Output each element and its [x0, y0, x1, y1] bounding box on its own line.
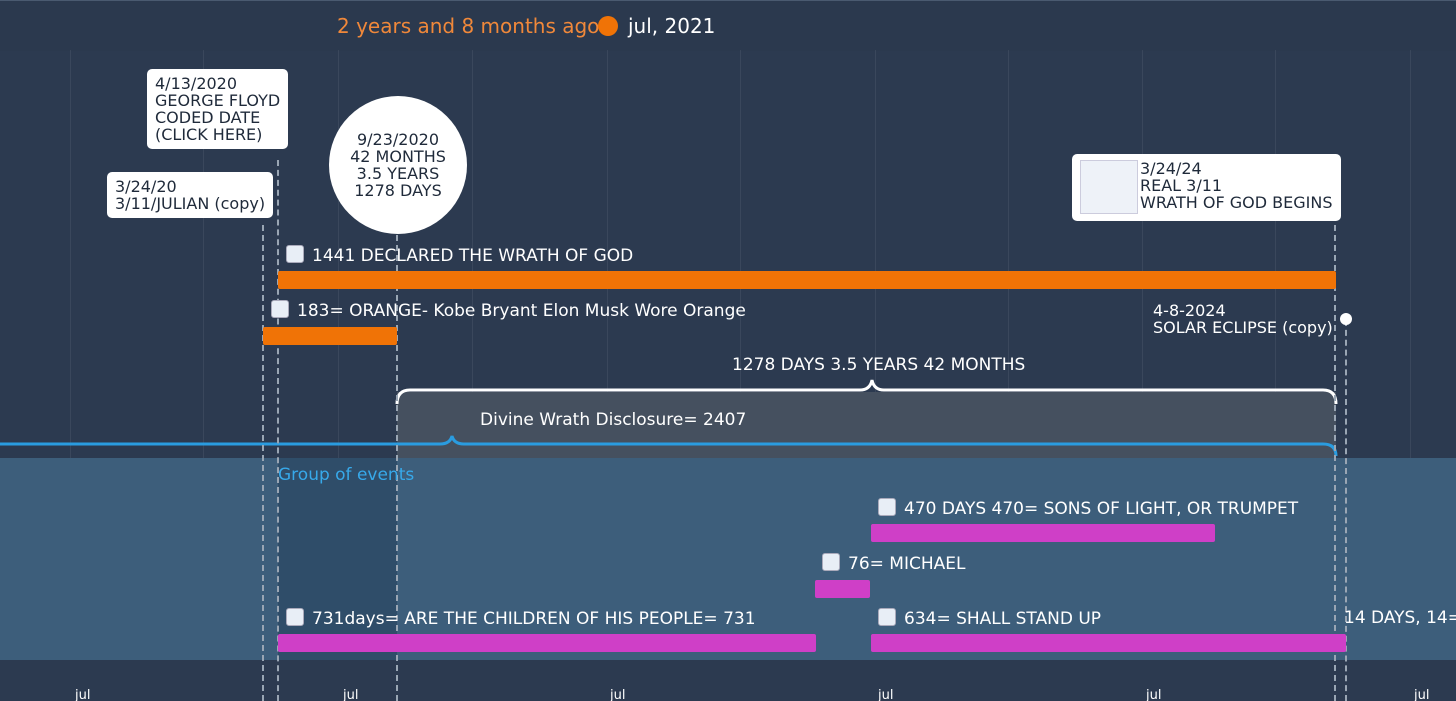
event-text: 731days= ARE THE CHILDREN OF HIS PEOPLE=… — [312, 609, 756, 629]
time-indicator — [598, 16, 618, 36]
axis-label: jul — [75, 688, 91, 701]
callout-line: 42 MONTHS — [350, 147, 446, 166]
date-marker — [277, 160, 279, 701]
date-marker — [396, 225, 398, 701]
span-label: 1278 DAYS 3.5 YEARS 42 MONTHS — [732, 355, 1026, 375]
event-label[interactable]: 470 DAYS 470= SONS OF LIGHT, OR TRUMPET — [878, 498, 1298, 519]
event-icon — [878, 498, 896, 516]
axis-label: jul — [1146, 688, 1162, 701]
grid-line — [1008, 50, 1009, 701]
date-marker — [1334, 225, 1336, 701]
event-bar[interactable] — [278, 634, 816, 652]
callout-line: WRATH OF GOD BEGINS — [1140, 193, 1333, 212]
axis-label: jul — [878, 688, 894, 701]
callout[interactable]: 3/24/20 3/11/JULIAN (copy) — [107, 172, 274, 218]
group-area — [0, 458, 1456, 660]
grid-line — [70, 50, 71, 701]
callout-line: 1278 DAYS — [354, 181, 442, 200]
event-text: 1441 DECLARED THE WRATH OF GOD — [312, 246, 634, 266]
group-label[interactable]: Group of events — [278, 465, 415, 485]
event-label[interactable]: 634= SHALL STAND UP — [878, 608, 1101, 629]
event-dot[interactable] — [1340, 313, 1352, 325]
callout-circle[interactable]: 9/23/2020 42 MONTHS 3.5 YEARS 1278 DAYS — [329, 96, 467, 234]
event-label[interactable]: 76= MICHAEL — [822, 553, 965, 574]
event-label[interactable]: 4-8-2024 SOLAR ECLIPSE (copy) — [1153, 302, 1333, 336]
group-brace — [0, 435, 1338, 457]
callout-line: 3/11/JULIAN (copy) — [115, 194, 266, 213]
event-icon — [286, 608, 304, 626]
grid-line — [607, 50, 608, 701]
callout-line: 9/23/2020 — [356, 130, 440, 149]
grid-line — [203, 50, 204, 701]
grid-line — [472, 50, 473, 701]
callout-thumbnail — [1080, 160, 1138, 214]
event-bar[interactable] — [815, 580, 870, 598]
event-bar[interactable] — [263, 327, 397, 345]
callout-line: 4-8-2024 — [1153, 301, 1226, 320]
callout-line: 3.5 YEARS — [356, 164, 440, 183]
callout-line: 3/24/20 — [115, 177, 177, 196]
period-span[interactable] — [397, 392, 1336, 458]
grid-line — [740, 50, 741, 701]
date-marker — [1345, 320, 1347, 701]
event-label[interactable]: 731days= ARE THE CHILDREN OF HIS PEOPLE=… — [286, 608, 756, 629]
group-area-shade — [278, 458, 397, 660]
grid-line — [1410, 50, 1411, 701]
period-label[interactable]: Divine Wrath Disclosure= 2407 — [480, 410, 747, 430]
callout-line: 3/24/24 — [1140, 159, 1202, 178]
grid-line — [1275, 50, 1276, 701]
date-marker — [262, 225, 264, 701]
axis-label: jul — [610, 688, 626, 701]
callout-line: (CLICK HERE) — [155, 125, 263, 144]
callout-line: 4/13/2020 — [155, 74, 238, 93]
callout-line: REAL 3/11 — [1140, 176, 1223, 195]
event-bar[interactable] — [871, 524, 1215, 542]
callout-line: CODED DATE — [155, 108, 261, 127]
event-text: 470 DAYS 470= SONS OF LIGHT, OR TRUMPET — [904, 499, 1299, 519]
grid-line — [338, 50, 339, 701]
event-icon — [271, 300, 289, 318]
event-text: 183= ORANGE- Kobe Bryant Elon Musk Wore … — [297, 301, 746, 321]
axis-label: jul — [1414, 688, 1430, 701]
grid-line — [1142, 50, 1143, 701]
event-icon — [822, 553, 840, 571]
callout-line: SOLAR ECLIPSE (copy) — [1153, 318, 1333, 337]
relative-time: 2 years and 8 months ago — [337, 14, 600, 38]
event-icon — [878, 608, 896, 626]
axis-band — [0, 660, 1456, 701]
event-bar[interactable] — [871, 634, 1346, 652]
event-label[interactable]: 183= ORANGE- Kobe Bryant Elon Musk Wore … — [271, 300, 746, 321]
callout[interactable]: 3/24/24 REAL 3/11 WRATH OF GOD BEGINS — [1072, 154, 1341, 221]
callout[interactable]: 4/13/2020 GEORGE FLOYD CODED DATE (CLICK… — [147, 69, 289, 149]
header-bar — [0, 0, 1456, 51]
current-date: jul, 2021 — [628, 14, 716, 38]
period-brace — [395, 379, 1338, 405]
event-bar[interactable] — [278, 271, 1336, 289]
event-text: 634= SHALL STAND UP — [904, 609, 1102, 629]
event-label[interactable]: 14 DAYS, 14= — [1344, 608, 1456, 628]
event-text: 76= MICHAEL — [848, 554, 966, 574]
axis-label: jul — [343, 688, 359, 701]
grid-line — [875, 50, 876, 701]
event-icon — [286, 245, 304, 263]
event-label[interactable]: 1441 DECLARED THE WRATH OF GOD — [286, 245, 633, 266]
callout-line: GEORGE FLOYD — [155, 91, 281, 110]
